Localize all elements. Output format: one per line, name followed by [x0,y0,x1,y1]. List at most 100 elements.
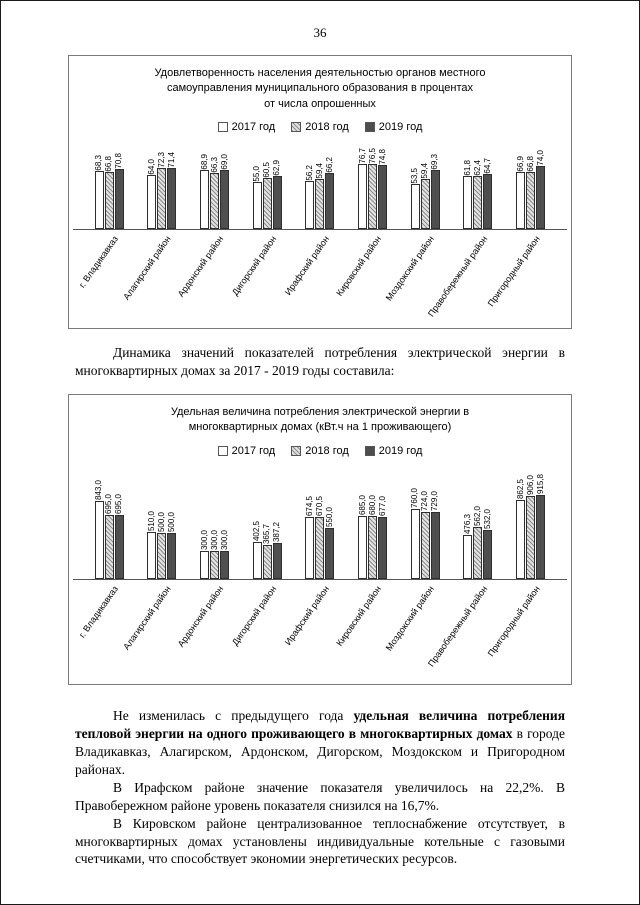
legend-item: 2019 год [364,445,422,457]
bar-column: 70,8 [114,153,124,230]
category-slot: Ардонский район [176,230,241,328]
legend-label: 2018 год [305,121,349,134]
bar-column: 760,0 [410,488,420,579]
legend-swatch [291,445,302,456]
category-slot: Дигорский район [230,580,294,684]
bar-group: 300,0 300,0 300,0 [200,530,230,579]
chart-title: Удовлетворенность населения деятельность… [73,66,567,112]
bar-group: 53,5 59,4 69,3 [410,154,440,230]
bar-column: 843,0 [94,480,104,579]
bar-value-label: 862,5 [515,478,525,499]
bar-column: 300,0 [220,530,230,579]
bar [463,176,473,230]
bar-value-label: 71,4 [166,151,176,168]
bar [262,544,272,579]
bar-value-label: 760,0 [410,487,420,508]
bar [305,181,315,230]
bar [410,508,420,579]
bar [463,534,473,579]
bar-group: 76,7 76,5 74,8 [358,148,388,230]
intro-paragraph: Динамика значений показателей потреблени… [75,345,565,379]
bar-column: 74,0 [536,150,546,230]
bar [516,499,526,579]
bar [157,168,167,230]
bar-value-label: 66,3 [209,156,219,173]
bar-group: 55,0 60,5 62,9 [252,160,282,230]
category-slot: г. Владикавказ [77,230,136,328]
bar-group: 402,5 365,7 387,2 [252,521,282,579]
bar-column: 64,7 [483,158,493,230]
bar-value-label: 68,3 [94,154,104,171]
bar-group: 862,5 906,0 915,8 [516,474,546,579]
bar-column: 300,0 [210,530,220,579]
legend-item: 2017 год [217,121,276,134]
bar-column: 68,3 [94,155,104,230]
bar [210,173,220,230]
bar-value-label: 843,0 [94,479,104,500]
bar-value-label: 685,0 [357,494,367,515]
bar [167,532,177,579]
bar-column: 695,0 [114,494,124,579]
bar [114,169,124,230]
page-number: 36 [313,25,327,40]
bar-value-label: 365,7 [262,523,272,544]
satisfaction-chart: Удовлетворенность населения деятельность… [68,55,572,330]
bar-column: 76,5 [368,148,378,230]
bar [483,529,493,579]
bar-value-label: 674,5 [304,495,314,516]
bar [252,182,262,230]
bar-value-label: 532,0 [482,508,492,529]
bar-value-label: 62,4 [472,159,482,176]
bar-value-label: 724,0 [420,490,430,511]
bar-value-label: 387,2 [272,521,282,542]
bar-value-label: 476,3 [462,513,472,534]
chart-title: Удельная величина потребления электричес… [73,405,567,436]
chart-title-line: самоуправления муниципального образовани… [166,82,474,95]
bar-column: 680,0 [368,495,378,579]
bar-column: 66,2 [325,157,335,230]
legend-label: 2017 год [231,121,276,134]
category-slot: Правобережный район [426,580,505,684]
legend-label: 2019 год [378,121,423,134]
bar [483,174,493,230]
bar-value-label: 500,0 [166,511,176,532]
bar [526,172,536,230]
bar [315,516,325,579]
bar-column: 906,0 [526,475,536,579]
legend-item: 2018 год [291,445,349,457]
bar-group: 510,0 500,0 500,0 [147,511,177,579]
bar-value-label: 680,0 [367,494,377,515]
bar-column: 66,3 [210,157,220,230]
bar [358,515,368,579]
category-slot: Дигорский район [230,230,294,328]
bar-column: 62,9 [272,160,282,230]
body-text: Не изменилась с предыдущего года удельна… [75,707,565,869]
bar [210,550,220,579]
paragraph-bold-text: удельная величина потребления тепловой э… [75,707,565,741]
legend-item: 2017 год [217,444,276,457]
bar-value-label: 68,9 [199,153,209,170]
chart-category-axis: г. Владикавказ Алагирский район Ардонский … [73,230,567,328]
bar [94,171,104,230]
bar-column: 69,3 [430,154,440,230]
chart-plot: 68,3 66,8 70,8 64,0 72,3 71,4 68,9 66,3 69,0 55,0… [73,135,567,231]
legend-label: 2018 год [305,444,349,457]
category-slot: Правобережный район [426,230,505,328]
bar-value-label: 66,8 [525,155,535,172]
legend-label: 2017 год [231,444,276,457]
bar-value-label: 300,0 [209,529,219,550]
bar-group: 476,3 562,0 532,0 [463,506,493,579]
bar [325,173,335,230]
chart-title-line: многоквартирных домах (кВт.ч на 1 прожив… [188,421,452,434]
bar [114,514,124,579]
bar-value-label: 695,0 [104,493,114,514]
bar [147,175,157,230]
bar-column: 56,2 [305,165,315,230]
paragraph-heat-energy: Не изменилась с предыдущего года удельна… [75,707,565,779]
bar-column: 365,7 [262,524,272,579]
bar [315,179,325,230]
category-slot: Кировский район [335,580,399,684]
bar [325,527,335,579]
paragraph-text: в городе Владикавказ, Алагирском, Ардонс… [75,725,565,777]
